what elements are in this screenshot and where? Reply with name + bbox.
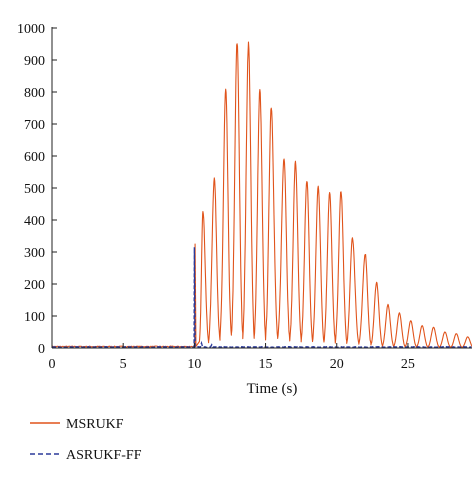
x-tick-label: 5: [120, 357, 127, 372]
legend: MSRUKF ASRUKF-FF: [30, 417, 142, 463]
x-tick-label: 20: [330, 357, 344, 372]
x-tick-label: 15: [259, 357, 273, 372]
y-tick-label: 500: [24, 182, 45, 197]
x-axis-title: Time (s): [247, 381, 298, 397]
x-tick-label: 10: [187, 357, 201, 372]
y-tick-label: 900: [24, 54, 45, 69]
plot-area: [52, 41, 472, 348]
y-tick-label: 700: [24, 118, 45, 133]
y-tick-label: 100: [24, 310, 45, 325]
y-tick-label: 600: [24, 150, 45, 165]
x-tick-label: 0: [49, 357, 56, 372]
x-tick-label: 25: [401, 357, 415, 372]
series-line-asrukf-ff: [52, 247, 472, 348]
legend-label-asrukf-ff: ASRUKF-FF: [66, 448, 142, 463]
y-tick-label: 200: [24, 278, 45, 293]
y-tick-label: 1000: [17, 22, 45, 37]
legend-label-msrukf: MSRUKF: [66, 417, 124, 432]
y-tick-label: 800: [24, 86, 45, 101]
axes: 0 5 10 15 20 25 0 100 200 300 400 500 600 700 800 900 10…: [17, 22, 472, 372]
y-tick-label: 300: [24, 246, 45, 261]
y-tick-label: 0: [38, 342, 45, 357]
series-line-msrukf: [52, 41, 472, 348]
y-tick-label: 400: [24, 214, 45, 229]
